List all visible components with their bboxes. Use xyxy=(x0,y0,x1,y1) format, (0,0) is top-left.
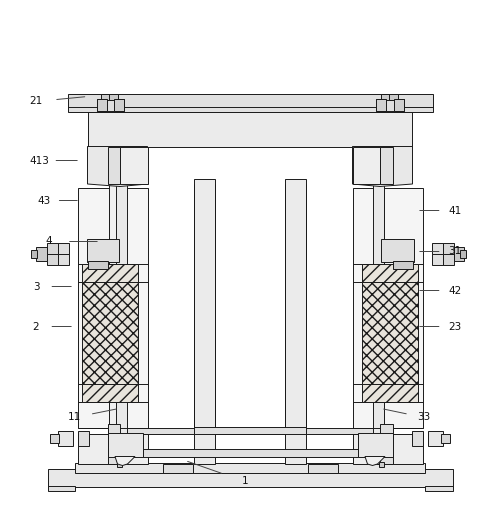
Bar xyxy=(380,147,392,184)
Bar xyxy=(120,147,148,184)
Bar xyxy=(194,179,215,464)
Bar xyxy=(46,243,58,254)
Bar xyxy=(381,93,390,100)
Bar xyxy=(78,434,148,464)
Bar xyxy=(373,184,384,464)
Bar xyxy=(352,147,380,184)
Bar xyxy=(460,250,466,258)
Bar xyxy=(376,100,386,110)
Text: 43: 43 xyxy=(38,195,51,206)
Bar xyxy=(352,188,422,428)
Bar xyxy=(162,464,192,472)
Bar xyxy=(381,239,414,262)
Bar xyxy=(58,243,68,254)
Text: 2: 2 xyxy=(32,322,40,331)
Text: 23: 23 xyxy=(448,322,462,331)
Bar xyxy=(362,264,418,282)
Bar xyxy=(392,261,412,268)
Bar xyxy=(75,463,425,472)
Bar xyxy=(380,424,392,464)
Bar xyxy=(194,426,306,434)
Bar xyxy=(376,100,404,110)
Bar xyxy=(358,432,392,457)
Bar xyxy=(48,485,75,490)
Bar xyxy=(108,428,393,434)
Bar xyxy=(108,432,142,457)
Bar xyxy=(96,100,106,110)
Bar xyxy=(82,264,138,282)
Text: 4: 4 xyxy=(46,236,52,247)
Bar xyxy=(362,384,418,402)
Bar xyxy=(109,184,117,464)
Bar xyxy=(362,282,418,384)
Text: 413: 413 xyxy=(29,155,49,166)
Bar xyxy=(109,93,118,100)
Polygon shape xyxy=(88,147,148,187)
Bar xyxy=(442,254,454,265)
Bar xyxy=(31,250,37,258)
Bar xyxy=(142,449,358,457)
Bar xyxy=(58,254,68,265)
Bar xyxy=(108,147,120,184)
Bar xyxy=(82,282,138,384)
Text: 31: 31 xyxy=(448,247,462,256)
Text: 42: 42 xyxy=(448,286,462,295)
Text: 11: 11 xyxy=(68,412,80,423)
Text: 41: 41 xyxy=(448,206,462,215)
Bar xyxy=(378,462,384,466)
Text: 21: 21 xyxy=(30,96,43,107)
Bar xyxy=(88,261,108,268)
Bar xyxy=(50,433,59,443)
Bar xyxy=(376,184,384,464)
Polygon shape xyxy=(115,457,135,465)
Bar xyxy=(425,485,452,490)
Bar xyxy=(389,93,398,100)
Bar xyxy=(48,469,452,486)
Bar xyxy=(101,93,110,100)
Bar xyxy=(116,462,121,466)
Bar xyxy=(78,430,88,445)
Bar xyxy=(352,434,422,464)
Text: 33: 33 xyxy=(418,412,430,423)
Bar xyxy=(442,243,454,254)
Bar xyxy=(394,100,404,110)
Bar xyxy=(96,100,124,110)
Bar xyxy=(78,188,148,428)
Text: 1: 1 xyxy=(242,477,248,486)
Bar xyxy=(86,239,119,262)
Polygon shape xyxy=(352,147,412,187)
Bar xyxy=(441,433,450,443)
Bar xyxy=(412,430,422,445)
Bar xyxy=(114,100,124,110)
Bar xyxy=(58,430,72,445)
Bar xyxy=(36,247,46,261)
Polygon shape xyxy=(365,457,385,465)
Bar xyxy=(428,430,442,445)
Bar xyxy=(285,179,306,464)
Bar xyxy=(108,424,120,464)
Text: 3: 3 xyxy=(32,282,40,291)
Bar xyxy=(46,254,58,265)
Bar xyxy=(82,384,138,402)
Bar xyxy=(308,464,338,472)
Bar xyxy=(116,184,127,464)
Bar xyxy=(454,247,464,261)
Bar xyxy=(68,94,432,111)
Bar xyxy=(88,99,412,147)
Bar xyxy=(432,243,442,254)
Bar xyxy=(432,254,442,265)
